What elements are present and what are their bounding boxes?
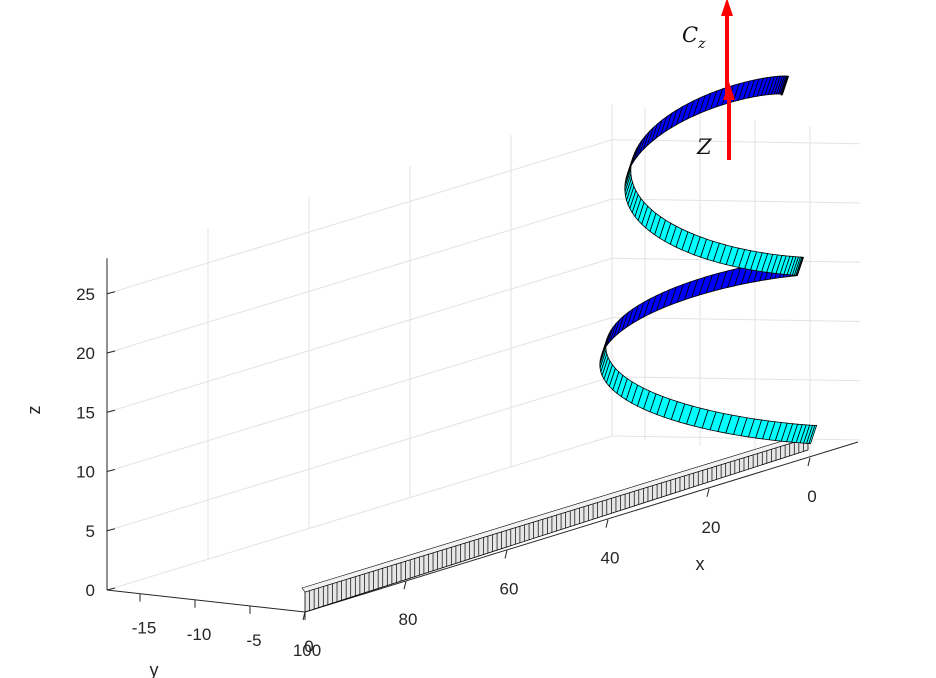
grid-lines xyxy=(106,104,861,591)
y-tick-label--5: -5 xyxy=(246,631,261,650)
x-tick-mark-80 xyxy=(403,581,407,590)
z-arrow-head xyxy=(723,82,735,100)
axes: 0 5 10 15 20 25 0 20 40 60 80 100 -15 -10 -5 0 x y z xyxy=(24,258,859,678)
z-tick-mark-0 xyxy=(106,587,116,591)
x-tick-label-40: 40 xyxy=(601,549,620,568)
z-annotation-label: Z xyxy=(696,135,712,159)
x-tick-label-0: 0 xyxy=(807,487,816,506)
z-tick-label-5: 5 xyxy=(86,522,95,541)
z-axis-label: z xyxy=(24,406,44,415)
x-tick-mark-60 xyxy=(504,550,508,559)
y-tick-label--15: -15 xyxy=(132,619,157,638)
grid-line-z-side-10 xyxy=(611,317,861,322)
grid-line-z-side-20 xyxy=(611,198,861,204)
grid-line-z-side-5 xyxy=(611,376,861,382)
x-tick-mark-40 xyxy=(605,519,609,528)
cz-arrow-head xyxy=(721,0,733,16)
z-tick-label-15: 15 xyxy=(76,403,95,422)
grid-line-z-back-15 xyxy=(106,257,613,413)
z-tick-label-20: 20 xyxy=(76,344,95,363)
grid-line-z-back-25 xyxy=(106,139,613,295)
z-tick-mark-15 xyxy=(106,409,116,413)
grid-line-z-back-20 xyxy=(106,198,613,354)
straight-ribbon-top xyxy=(301,434,809,593)
y-axis-label: y xyxy=(150,660,159,678)
grid-line-z-back-0 xyxy=(106,435,613,591)
z-tick-label-0: 0 xyxy=(86,581,95,600)
y-tick-label-0: 0 xyxy=(304,637,313,656)
x-tick-label-100: 100 xyxy=(293,641,321,660)
x-tick-label-80: 80 xyxy=(399,610,418,629)
z-tick-mark-10 xyxy=(106,469,116,472)
grid-line-z-back-5 xyxy=(106,376,613,532)
z-tick-mark-5 xyxy=(106,528,116,532)
z-tick-mark-25 xyxy=(106,291,116,295)
x-tick-mark-0 xyxy=(807,457,811,467)
z-tick-label-25: 25 xyxy=(76,285,95,304)
ribbon-surface xyxy=(301,75,818,613)
y-tick-label--10: -10 xyxy=(187,625,212,644)
annotations: Cz Z xyxy=(682,0,735,160)
cz-label: Cz xyxy=(682,23,706,52)
y-axis-line xyxy=(106,589,306,613)
grid-line-z-side-0 xyxy=(611,435,861,441)
x-axis-line xyxy=(304,441,859,613)
x-tick-mark-20 xyxy=(706,488,710,497)
x-tick-label-20: 20 xyxy=(702,518,721,537)
z-tick-label-10: 10 xyxy=(76,463,95,482)
x-axis-label: x xyxy=(696,554,705,574)
helix-ribbon-seg-169 xyxy=(780,76,789,96)
x-tick-label-60: 60 xyxy=(500,579,519,598)
grid-line-z-back-10 xyxy=(106,317,613,472)
z-tick-mark-20 xyxy=(106,350,116,354)
